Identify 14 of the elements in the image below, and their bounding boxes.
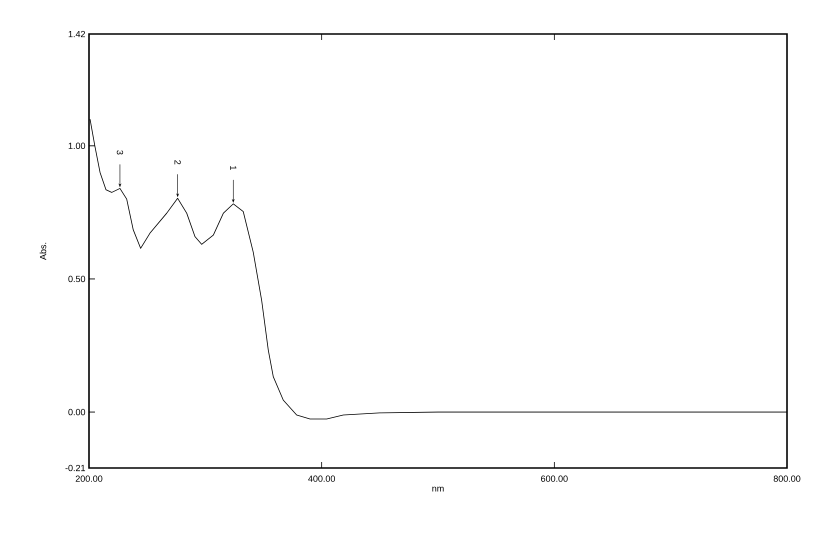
y-tick-label: -0.21 <box>65 464 86 472</box>
y-tick-label: 0.00 <box>68 408 86 416</box>
x-tick-label: 600.00 <box>541 476 568 482</box>
y-tick-label: 1.00 <box>68 142 86 150</box>
x-axis-title: nm <box>432 486 444 492</box>
x-tick-label: 200.00 <box>76 476 102 482</box>
y-tick-label: 1.42 <box>68 30 86 38</box>
x-tick-label: 400.00 <box>308 476 336 482</box>
annotation: 1 <box>230 166 236 170</box>
x-tick-label: 800.00 <box>774 476 800 482</box>
annotation: 3 <box>116 150 124 155</box>
y-tick-label: 0.50 <box>68 276 86 282</box>
y-axis-title: Abs. <box>40 242 46 260</box>
annotation: 2 <box>174 160 181 164</box>
